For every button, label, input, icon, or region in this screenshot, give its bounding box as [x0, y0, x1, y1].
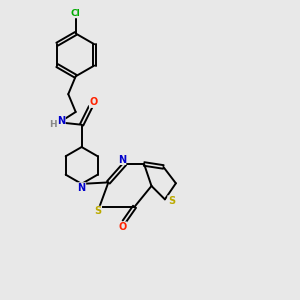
Text: N: N [57, 116, 65, 126]
Text: O: O [118, 222, 127, 232]
Text: S: S [94, 206, 101, 216]
Text: S: S [168, 196, 175, 206]
Text: N: N [118, 154, 126, 164]
Text: N: N [78, 183, 86, 193]
Text: Cl: Cl [71, 9, 81, 18]
Text: H: H [49, 120, 57, 129]
Text: O: O [89, 98, 98, 107]
